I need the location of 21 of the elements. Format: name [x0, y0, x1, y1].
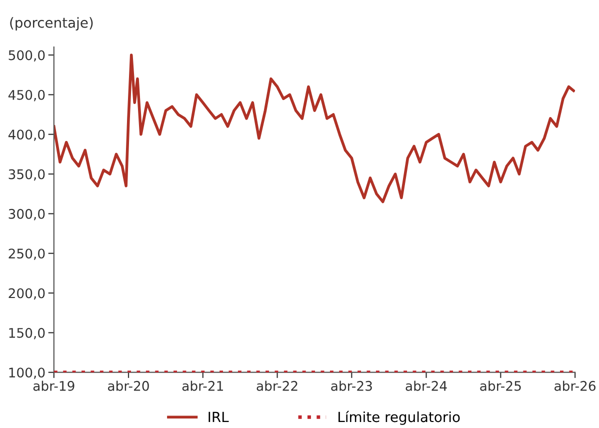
y-tick-label: 150,0 [9, 328, 45, 340]
x-tick-label: abr-24 [406, 380, 447, 391]
line-series [54, 54, 576, 204]
x-tick-label: abr-19 [33, 380, 74, 391]
x-tick-label: abr-25 [480, 380, 521, 391]
y-tick-label: 400,0 [8, 130, 45, 141]
x-tick-label: abr-23 [331, 380, 372, 391]
y-axis-title: (porcentaje) [10, 17, 93, 31]
legend-label: IRL [208, 412, 229, 422]
y-tick-label: 100,0 [9, 368, 45, 379]
x-tick-label: abr-26 [554, 380, 596, 391]
x-tick-label: abr-22 [256, 380, 298, 391]
y-tick-label: 450,0 [8, 90, 45, 102]
y-tick-label: 300,0 [8, 208, 45, 220]
x-tick-label: abr-20 [108, 380, 149, 391]
x-tick-label: abr-21 [182, 380, 223, 391]
legend-label: Límite regulatorio [338, 410, 460, 425]
y-tick-label: 350,0 [8, 169, 45, 181]
y-tick-label: 250,0 [8, 248, 45, 260]
y-tick-label: 500,0 [8, 50, 45, 62]
y-tick-label: 200,0 [8, 288, 45, 300]
